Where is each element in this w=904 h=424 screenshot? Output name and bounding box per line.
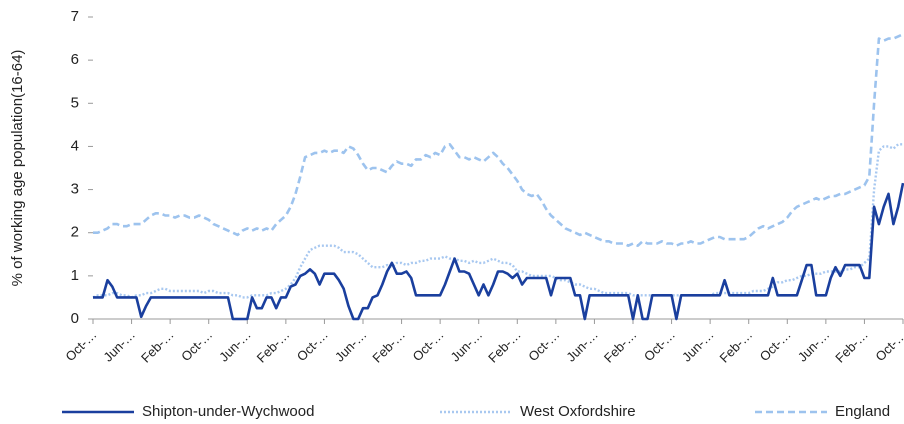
y-tick-label: 4	[71, 137, 79, 154]
y-tick-label: 0	[71, 310, 79, 327]
series-line	[93, 33, 904, 247]
y-tick-label: 5	[71, 94, 79, 111]
x-tick-label: Oct-…	[641, 327, 678, 364]
x-tick-label: Jun-…	[448, 327, 486, 365]
x-tick-label: Oct-…	[178, 327, 215, 364]
x-tick-label: Oct-…	[62, 327, 99, 364]
legend-label: West Oxfordshire	[520, 403, 636, 420]
legend-label: England	[835, 403, 890, 420]
x-tick-label: Oct-…	[872, 327, 904, 364]
y-tick-label: 7	[71, 8, 79, 25]
legend-label: Shipton-under-Wychwood	[142, 403, 314, 420]
x-tick-label: Oct-…	[757, 327, 794, 364]
x-tick-label: Feb-…	[601, 327, 640, 366]
x-tick-label: Jun-…	[563, 327, 601, 365]
x-tick-label: Jun-…	[216, 327, 254, 365]
x-tick-label: Jun-…	[100, 327, 138, 365]
x-tick-label: Feb-…	[832, 327, 871, 366]
y-tick-label: 3	[71, 181, 79, 198]
x-tick-label: Jun-…	[332, 327, 370, 365]
x-tick-label: Feb-…	[138, 327, 177, 366]
x-tick-label: Feb-…	[369, 327, 408, 366]
y-tick-label: 2	[71, 224, 79, 241]
series-line	[93, 182, 904, 321]
x-tick-label: Feb-…	[717, 327, 756, 366]
y-tick-label: 1	[71, 267, 79, 284]
x-tick-label: Oct-…	[525, 327, 562, 364]
x-tick-label: Jun-…	[795, 327, 833, 365]
x-tick-label: Jun-…	[679, 327, 717, 365]
y-tick-label: 6	[71, 51, 79, 68]
series-line	[92, 143, 903, 299]
x-tick-label: Oct-…	[410, 327, 447, 364]
x-tick-label: Oct-…	[294, 327, 331, 364]
x-tick-label: Feb-…	[254, 327, 293, 366]
y-axis-label: % of working age population(16-64)	[9, 50, 26, 287]
x-tick-label: Feb-…	[485, 327, 524, 366]
